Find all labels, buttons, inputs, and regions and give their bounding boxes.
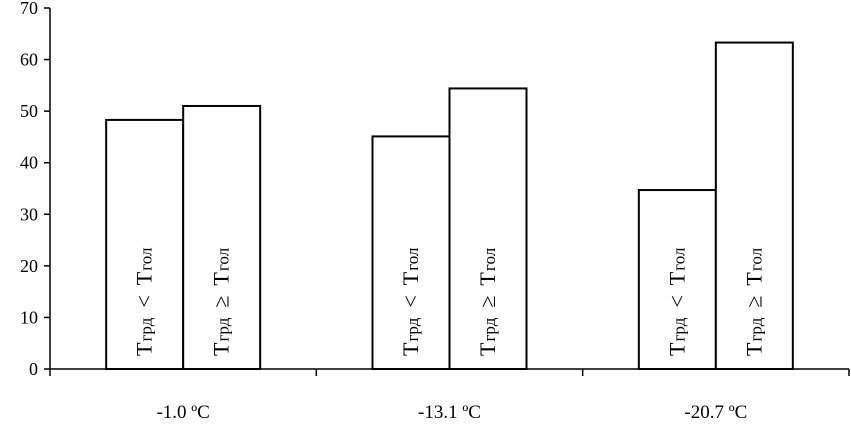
bars: Tгрд<Tгол Tгрд≥Tгол Tгрд<Tгол Tгрд≥Tгол Tгрд… [105, 41, 794, 371]
bar-label: Tгрд<Tгол [398, 247, 423, 356]
y-tick-label: 20 [20, 256, 38, 276]
bar [371, 135, 451, 370]
y-tick-label: 70 [20, 0, 38, 18]
x-axis: -1.0 ºC -13.1 ºC -20.7 ºC [49, 368, 850, 423]
y-tick-label: 30 [20, 204, 38, 224]
bar-label: Tгрд≥Tгол [475, 247, 500, 356]
category-label: -1.0 ºC [156, 402, 209, 423]
category-label: -13.1 ºC [418, 402, 481, 423]
y-tick-label: 10 [20, 307, 38, 327]
y-tick-label: 40 [20, 153, 38, 173]
bar [714, 41, 794, 370]
bar [448, 87, 528, 371]
bar-label: Tгрд≥Tгол [209, 247, 234, 356]
bar [182, 104, 262, 370]
y-tick-label: 50 [20, 101, 38, 121]
category-label: -20.7 ºC [684, 402, 747, 423]
bar-label: Tгрд<Tгол [664, 247, 689, 356]
bar-label: Tгрд<Tгол [132, 247, 157, 356]
y-tick-label: 0 [29, 359, 38, 379]
y-tick-label: 60 [20, 50, 38, 70]
y-axis: 0 10 20 30 40 50 60 70 [20, 0, 51, 379]
bar-label: Tгрд≥Tгол [741, 247, 766, 356]
